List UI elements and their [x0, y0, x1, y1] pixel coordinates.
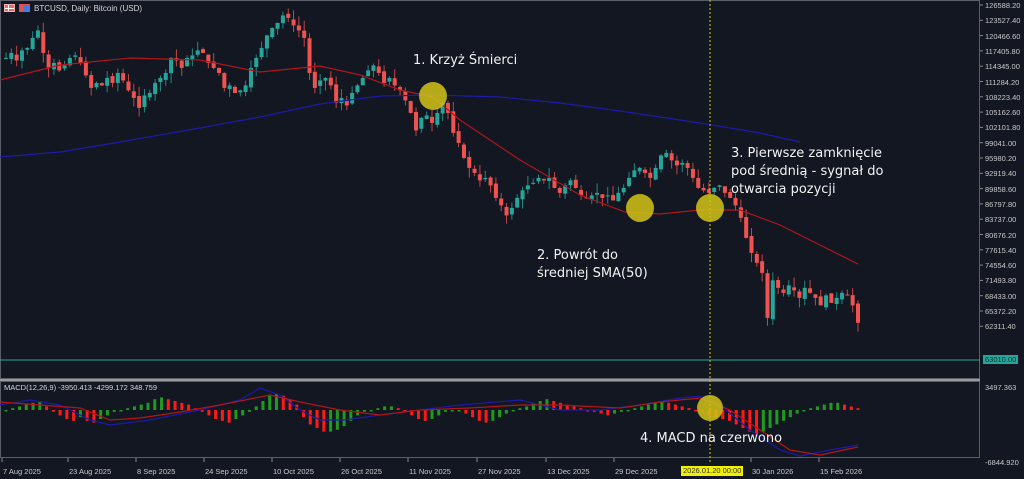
highlight-marker-4: [697, 395, 723, 421]
price-axis-label: 111284.20: [985, 77, 1020, 87]
macd-axis-top: 3497.363: [985, 383, 1017, 392]
annotation-first-close-line2: pod średnią - sygnał do: [731, 164, 884, 179]
bars-chart-icon[interactable]: [19, 4, 30, 12]
macd-pane-border: [0, 381, 980, 458]
annotation-macd-red: 4. MACD na czerwono: [640, 431, 783, 446]
time-axis-label: 8 Sep 2025: [137, 467, 176, 476]
price-axis-label: 99041.00: [985, 138, 1017, 148]
price-axis-label: 80676.20: [985, 230, 1017, 240]
annotation-death-cross: 1. Krzyż Śmierci: [413, 53, 518, 68]
price-axis-label: 74554.60: [985, 261, 1017, 271]
current-price-tag: 63010.00: [983, 355, 1019, 364]
highlight-marker-3: [696, 194, 724, 222]
sma50-line: [0, 57, 859, 265]
price-axis-label: 71493.80: [985, 276, 1017, 286]
time-axis-label: 30 Jan 2026: [752, 467, 794, 476]
annotation-return-sma-line1: 2. Powrót do: [537, 248, 618, 263]
price-axis-label: 105162.60: [985, 108, 1021, 118]
price-axis-label: 95980.20: [985, 154, 1017, 163]
price-axis-label: 89858.60: [985, 184, 1017, 194]
price-axis-label: 62311.40: [985, 322, 1016, 332]
price-axis-label: 102101.80: [985, 123, 1021, 133]
time-axis-label: 26 Oct 2025: [341, 467, 382, 476]
price-axis-label: 108223.40: [985, 92, 1021, 102]
price-axis-label: 114345.00: [985, 62, 1020, 72]
price-axis-label: 123527.40: [985, 16, 1021, 26]
price-axis-label: 126588.20: [985, 1, 1021, 10]
annotation-first-close-line3: otwarcia pozycji: [731, 182, 836, 197]
highlight-marker-1: [419, 82, 447, 110]
time-axis-label: 23 Aug 2025: [69, 467, 112, 476]
sma200-line: [0, 94, 801, 158]
price-axis-label: 120466.60: [985, 31, 1021, 41]
highlight-marker-2: [626, 194, 654, 222]
price-axis-label: 83737.00: [985, 215, 1017, 225]
time-axis-label: 24 Sep 2025: [205, 467, 248, 476]
time-axis-label: 27 Nov 2025: [478, 467, 521, 476]
signal-line: [0, 394, 859, 456]
time-axis-label: 11 Nov 2025: [409, 467, 451, 476]
time-axis-label: 10 Oct 2025: [273, 467, 314, 476]
price-axis-label: 86797.80: [985, 199, 1017, 209]
crosshair-time-tag: 2026.01.20 00:00: [681, 466, 744, 476]
symbol-title: BTCUSD, Daily: Bitcoin (USD): [34, 3, 143, 13]
time-axis-label: 13 Dec 2025: [547, 467, 590, 476]
price-axis-label: 68433.00: [985, 291, 1017, 301]
time-axis-label: 29 Dec 2025: [615, 467, 658, 476]
price-axis-label: 92919.40: [985, 169, 1017, 179]
macd-axis-bottom: -6844.920: [985, 458, 1019, 467]
price-axis-label: 77615.40: [985, 245, 1017, 255]
macd-indicator-label: MACD(12,26,9) -3950.413 -4299.172 348.75…: [4, 383, 158, 392]
main-pane-border: [0, 0, 980, 379]
chart-title-bar: BTCUSD, Daily: Bitcoin (USD): [4, 2, 142, 14]
table-icon[interactable]: [4, 4, 15, 12]
price-axis-label: 65372.20: [985, 307, 1017, 316]
annotation-return-sma-line2: średniej SMA(50): [537, 266, 648, 281]
annotation-first-close-line1: 3. Pierwsze zamknięcie: [731, 146, 882, 161]
price-axis-label: 117405.80: [985, 46, 1020, 56]
time-axis-label: 15 Feb 2026: [820, 467, 863, 476]
time-axis-label: 7 Aug 2025: [3, 467, 41, 476]
